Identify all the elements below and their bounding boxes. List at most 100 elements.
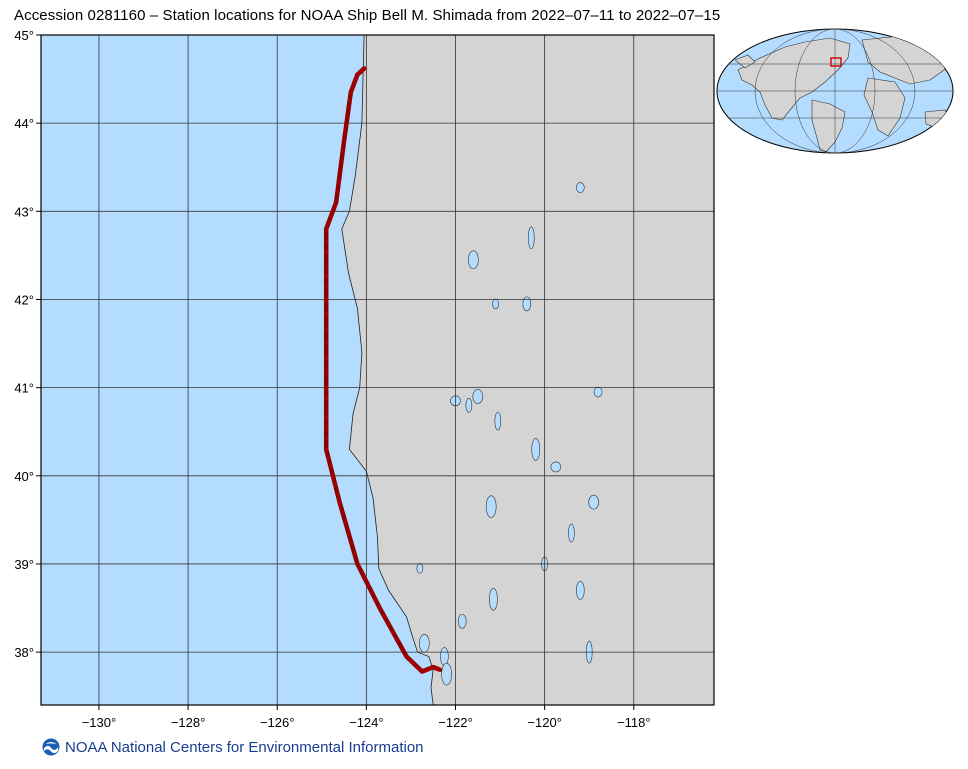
lake xyxy=(522,296,532,312)
lake xyxy=(593,386,603,398)
station-marker xyxy=(324,416,329,421)
station-marker xyxy=(325,222,331,227)
station-markers xyxy=(324,66,441,674)
lon-tick-label: −126° xyxy=(260,715,294,730)
axis-ticks xyxy=(36,34,635,710)
lake xyxy=(531,438,541,461)
map-frame xyxy=(40,34,715,706)
lake xyxy=(465,397,473,413)
station-marker xyxy=(377,605,382,611)
station-marker xyxy=(346,530,351,536)
station-marker xyxy=(324,356,329,361)
lat-tick-label: 42° xyxy=(14,292,34,307)
station-marker xyxy=(324,341,329,346)
lake xyxy=(550,461,562,473)
inset-world-map xyxy=(716,28,954,154)
station-marker xyxy=(381,613,387,619)
station-marker xyxy=(327,217,332,223)
station-marker xyxy=(336,179,341,185)
station-marker xyxy=(324,406,329,411)
station-marker xyxy=(337,500,342,505)
lake xyxy=(568,523,575,543)
station-marker xyxy=(335,190,340,195)
inset-region-box xyxy=(830,57,842,67)
lon-tick-label: −122° xyxy=(438,715,472,730)
lon-tick-label: −118° xyxy=(617,715,651,730)
lake xyxy=(494,411,502,431)
station-marker xyxy=(324,447,329,452)
station-marker xyxy=(324,297,329,302)
station-marker xyxy=(324,285,329,290)
station-marker xyxy=(340,148,345,154)
station-marker xyxy=(358,569,364,574)
inset-graticule xyxy=(717,28,953,154)
lat-tick-label: 40° xyxy=(14,469,34,484)
station-marker xyxy=(324,226,329,232)
station-marker xyxy=(324,311,329,317)
station-marker xyxy=(335,491,340,496)
footer-org-name: NOAA National Centers for Environmental … xyxy=(65,738,424,756)
station-marker xyxy=(344,122,349,127)
graticule xyxy=(41,35,714,705)
station-marker xyxy=(326,455,331,461)
lake xyxy=(489,587,498,611)
station-marker xyxy=(324,395,329,401)
station-marker xyxy=(370,591,375,596)
station-marker xyxy=(352,551,357,556)
lake xyxy=(418,633,430,653)
station-marker xyxy=(341,138,347,143)
station-marker xyxy=(373,598,379,603)
station-marker xyxy=(343,520,348,526)
station-marker xyxy=(324,436,329,442)
station-marker xyxy=(337,169,343,174)
lat-tick-label: 38° xyxy=(14,645,34,660)
station-marker xyxy=(324,238,329,243)
station-marker xyxy=(390,630,396,635)
lake xyxy=(485,495,497,518)
lat-tick-label: 45° xyxy=(14,28,34,43)
station-marker xyxy=(349,541,354,546)
station-marker xyxy=(436,667,441,672)
station-marker xyxy=(324,385,329,390)
station-marker xyxy=(386,621,391,627)
lon-tick-label: −124° xyxy=(349,715,383,730)
lat-tick-label: 43° xyxy=(14,204,34,219)
footer: NOAA National Centers for Environmental … xyxy=(42,738,424,756)
station-marker xyxy=(330,209,335,214)
noaa-logo-icon xyxy=(42,738,60,756)
lat-tick-label: 44° xyxy=(14,116,34,131)
lake xyxy=(472,389,484,404)
main-map xyxy=(41,35,714,705)
station-marker xyxy=(346,106,351,111)
station-marker xyxy=(328,464,333,470)
station-marker xyxy=(347,98,352,103)
station-marker xyxy=(324,326,329,332)
station-marker xyxy=(348,90,353,95)
station-marker xyxy=(328,213,334,218)
station-marker xyxy=(345,114,350,119)
station-marker xyxy=(332,204,337,210)
station-marker xyxy=(333,200,339,205)
lake xyxy=(440,647,449,666)
lake xyxy=(575,182,585,193)
lake xyxy=(441,662,452,686)
lon-tick-label: −130° xyxy=(82,715,116,730)
land-area xyxy=(341,35,714,705)
station-marker xyxy=(324,262,329,267)
lake xyxy=(468,250,479,270)
lon-tick-label: −128° xyxy=(171,715,205,730)
lat-tick-label: 39° xyxy=(14,557,34,572)
station-marker xyxy=(324,426,329,431)
station-marker xyxy=(340,510,345,515)
station-marker xyxy=(339,159,344,164)
station-marker xyxy=(324,273,329,279)
lake xyxy=(492,298,499,310)
lakes xyxy=(416,182,603,686)
lake xyxy=(527,226,535,250)
station-marker xyxy=(366,583,371,589)
lon-tick-label: −120° xyxy=(527,715,561,730)
station-marker xyxy=(324,370,329,376)
station-marker xyxy=(332,482,338,487)
station-marker xyxy=(330,473,336,478)
